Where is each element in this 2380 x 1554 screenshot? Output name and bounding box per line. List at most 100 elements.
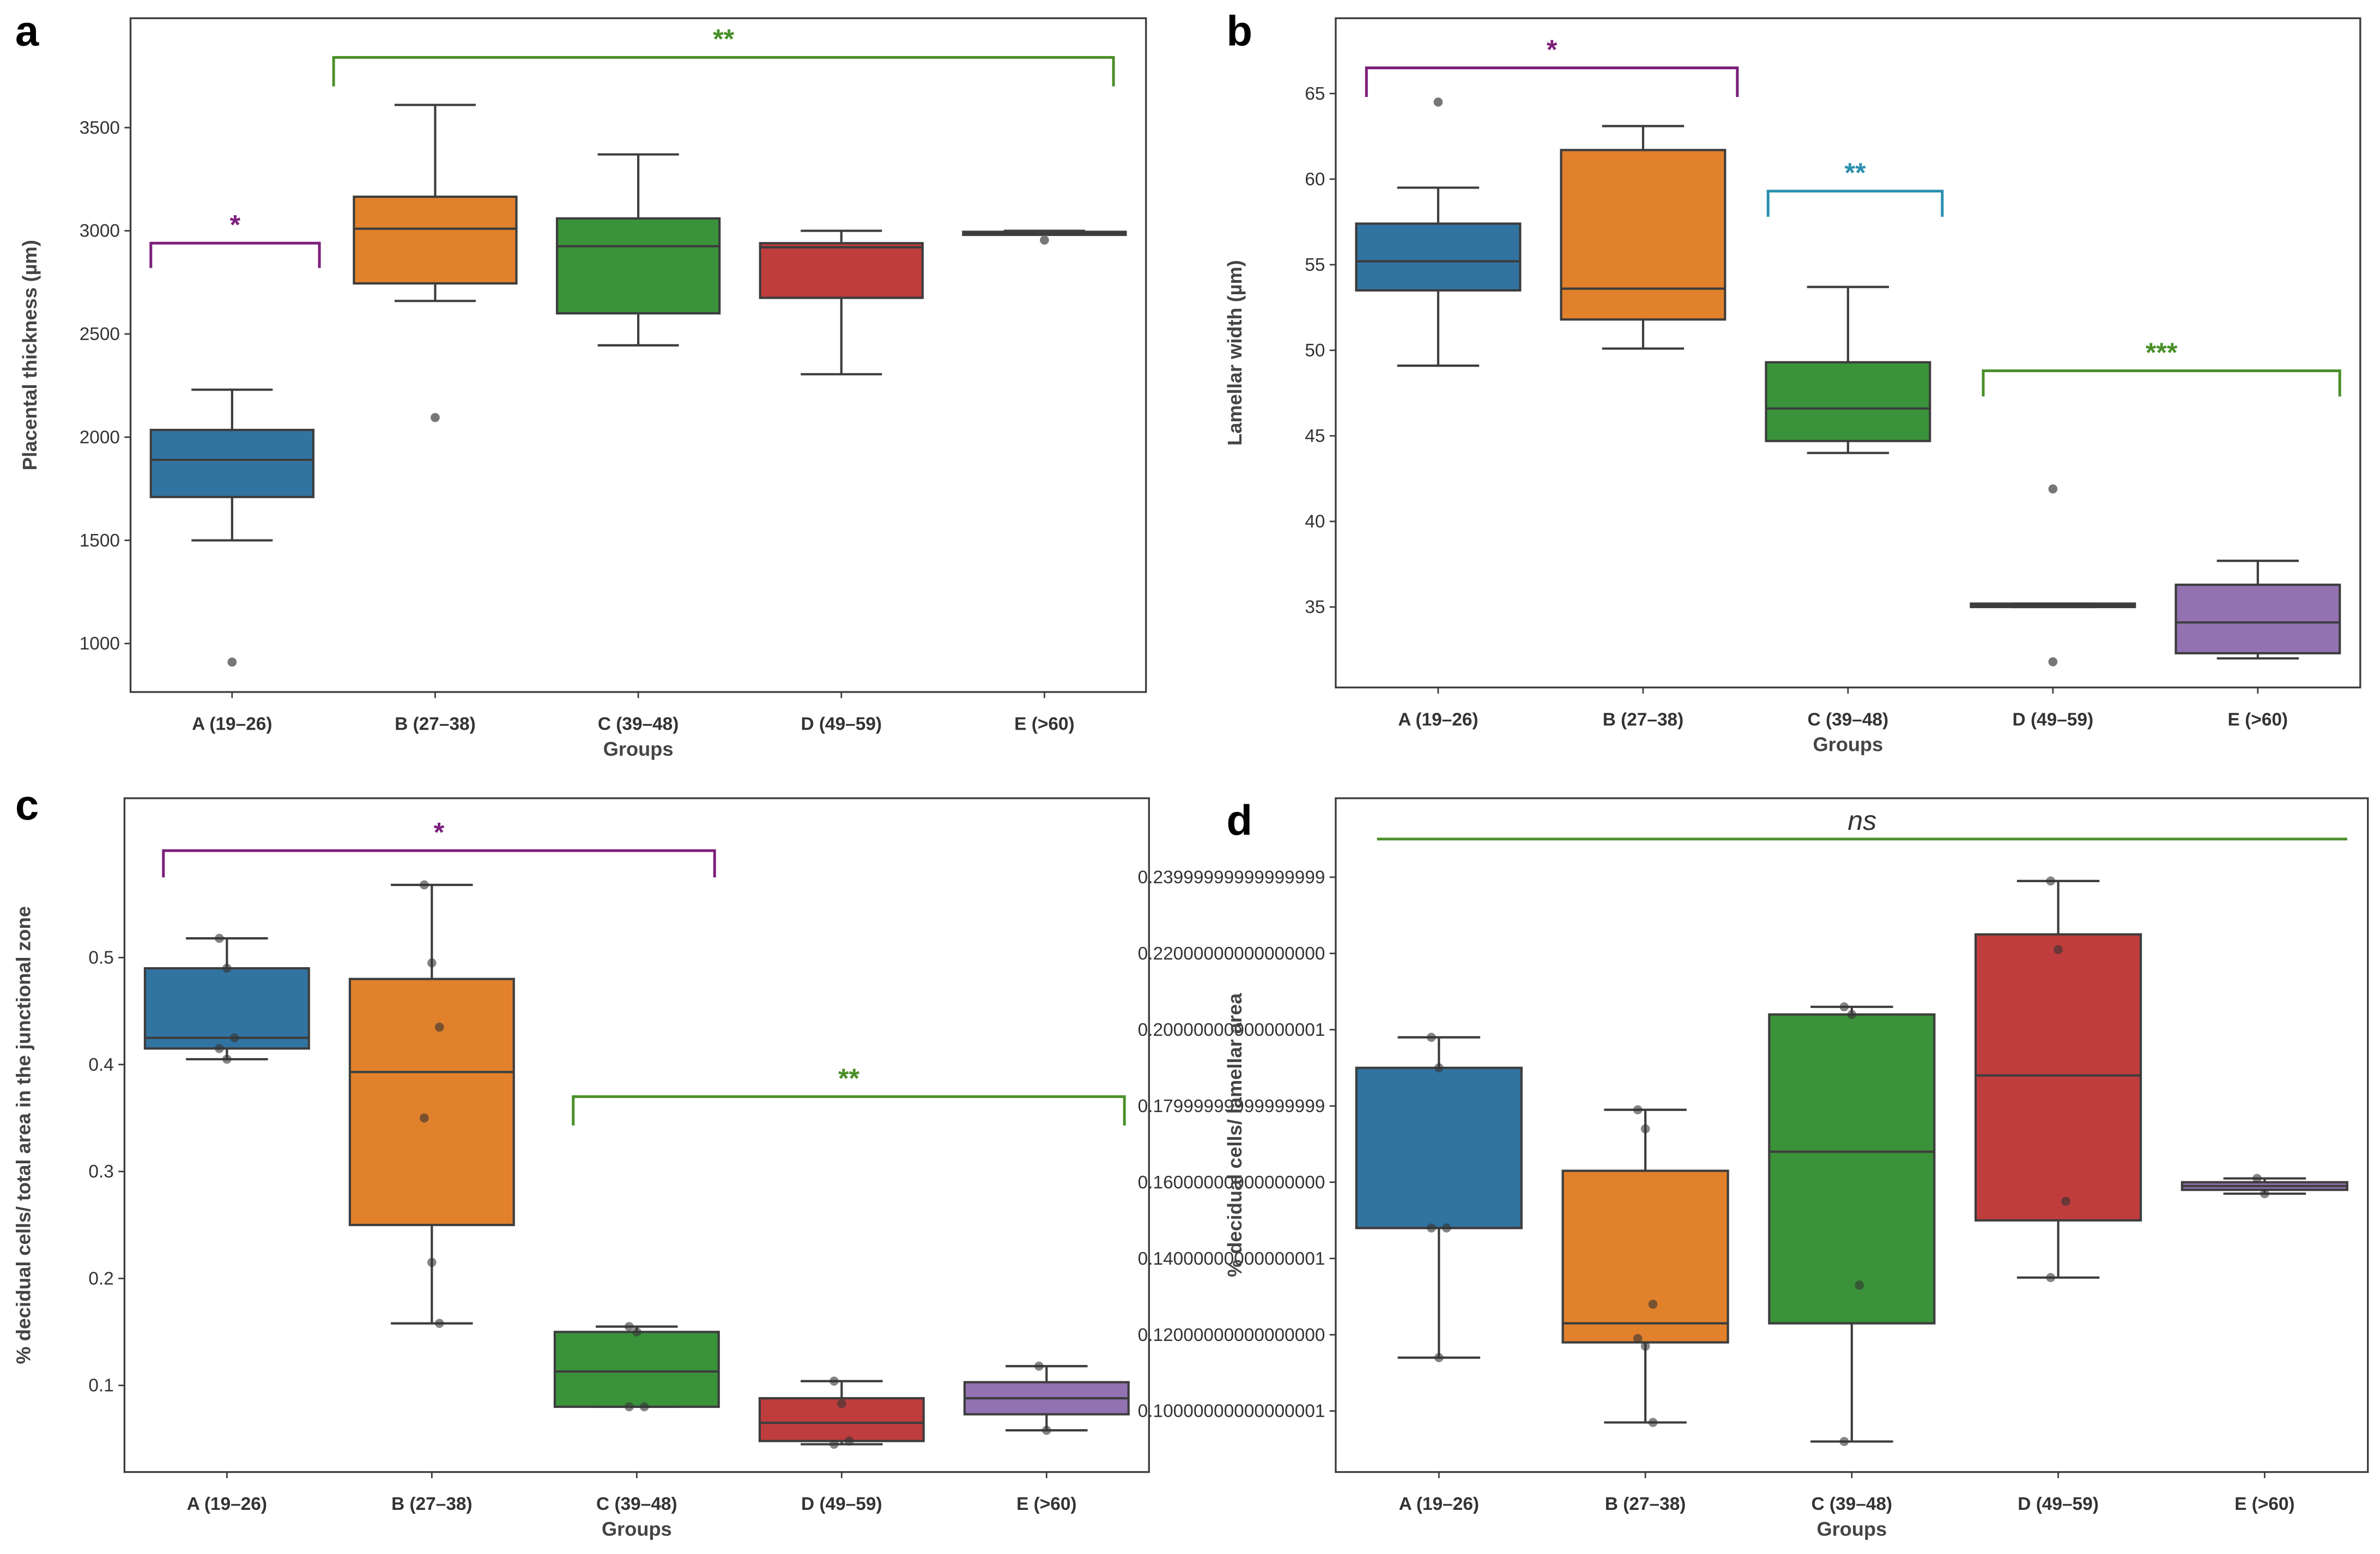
data-point xyxy=(1648,1418,1658,1427)
x-tick-label: B (27–38) xyxy=(1603,709,1684,730)
x-tick-label: E (>60) xyxy=(2228,709,2288,730)
x-tick-label: A (19–26) xyxy=(192,714,272,734)
y-tick-label: 2000 xyxy=(80,427,120,447)
box-2 xyxy=(553,1322,720,1412)
box-3 xyxy=(758,1376,925,1449)
data-point xyxy=(1434,1353,1444,1362)
y-tick-label: 0.20000000000000001 xyxy=(1138,1020,1325,1040)
y-tick-label: 0.17999999999999999 xyxy=(1138,1096,1325,1116)
panel-b: b 35 40 45 50 55 60 65 A (19–26) B (27–38) C (39–4… xyxy=(1224,7,2361,756)
data-point xyxy=(632,1327,641,1337)
y-axis-label: % decidual cells/ total area in the junc… xyxy=(13,906,35,1364)
data-point xyxy=(1640,1124,1650,1134)
y-tick-label: 0.14000000000000001 xyxy=(1138,1249,1325,1269)
data-point xyxy=(2252,1174,2262,1183)
box-3 xyxy=(759,229,924,375)
box-0 xyxy=(1355,98,1522,367)
panel-label: b xyxy=(1226,7,1252,55)
box-4 xyxy=(963,1361,1130,1435)
data-point xyxy=(1442,1223,1451,1233)
box-iqr xyxy=(1355,222,1522,292)
data-point xyxy=(222,1054,232,1064)
y-tick-label: 40 xyxy=(1305,512,1325,532)
y-tick-label: 65 xyxy=(1305,84,1325,104)
data-point xyxy=(2046,876,2055,886)
plot-frame xyxy=(123,797,1150,1473)
x-tick-label: C (39–48) xyxy=(1812,1494,1893,1514)
y-tick-label: 0.4 xyxy=(88,1055,113,1075)
significance-bracket xyxy=(162,849,716,878)
significance-label: ** xyxy=(713,24,735,54)
box-iqr xyxy=(2175,584,2341,654)
x-axis-label: Groups xyxy=(602,1518,672,1540)
panel-c: c 0.1 0.2 0.3 0.4 0.5 A (19–26) B (27–38) C (39–… xyxy=(13,781,1150,1540)
significance-bracket xyxy=(332,56,1115,87)
x-tick-label: D (49–59) xyxy=(801,714,882,734)
y-tick-label: 45 xyxy=(1305,426,1325,446)
y-axis-label: Placental thickness (µm) xyxy=(19,240,41,470)
box-iqr xyxy=(555,217,721,315)
x-tick-label: E (>60) xyxy=(2234,1494,2294,1514)
data-point xyxy=(829,1376,839,1386)
x-axis-label: Groups xyxy=(603,738,674,760)
x-axis-label: Groups xyxy=(1813,733,1883,756)
x-tick-label: B (27–38) xyxy=(395,714,476,734)
box-1 xyxy=(353,104,518,422)
box-iqr xyxy=(353,195,518,285)
panel-label: c xyxy=(15,781,39,829)
box-iqr xyxy=(1768,1013,1936,1325)
panel-a: a 1000 1500 2000 2500 3000 3500 A (19–26) B (27–… xyxy=(15,7,1147,760)
data-point xyxy=(434,1319,444,1328)
data-point xyxy=(222,963,232,973)
data-point xyxy=(1426,1033,1436,1042)
data-point xyxy=(2046,1273,2055,1283)
panel-d: d 0.10000000000000001 0.12000000000000000 0… xyxy=(1138,796,2369,1540)
y-tick-label: 0.10000000000000001 xyxy=(1138,1401,1325,1422)
significance-label: ** xyxy=(838,1063,860,1094)
x-tick-label: D (49–59) xyxy=(2018,1494,2099,1514)
box-3 xyxy=(1970,484,2136,666)
data-point xyxy=(1640,1341,1650,1351)
box-2 xyxy=(1768,1002,1936,1446)
y-tick-label: 0.5 xyxy=(88,948,113,968)
significance-bracket xyxy=(1365,66,1739,97)
significance-bracket xyxy=(572,1095,1126,1126)
data-point xyxy=(625,1402,634,1412)
y-tick-label: 3500 xyxy=(80,118,120,138)
significance-label: * xyxy=(1547,34,1558,65)
box-iqr xyxy=(553,1331,720,1408)
data-point xyxy=(1434,1063,1444,1073)
data-point xyxy=(1847,1010,1857,1019)
data-point xyxy=(420,1113,429,1123)
data-point xyxy=(215,933,224,943)
x-tick-label: E (>60) xyxy=(1014,714,1074,734)
outlier-point xyxy=(2048,657,2058,666)
box-iqr xyxy=(1560,149,1727,321)
significance-bracket xyxy=(1766,190,1944,217)
significance-label: * xyxy=(230,210,241,240)
data-point xyxy=(434,1022,444,1032)
x-tick-label: A (19–26) xyxy=(187,1494,267,1514)
data-point xyxy=(829,1440,839,1449)
data-point xyxy=(1839,1437,1849,1446)
data-point xyxy=(837,1399,846,1409)
box-4 xyxy=(2175,560,2341,660)
data-point xyxy=(427,1258,437,1267)
data-point xyxy=(420,880,429,890)
x-tick-label: A (19–26) xyxy=(1399,1494,1479,1514)
box-iqr xyxy=(348,978,515,1227)
data-point xyxy=(1648,1300,1658,1309)
box-0 xyxy=(1355,1033,1523,1362)
box-1 xyxy=(1561,1105,1729,1427)
significance-bracket xyxy=(149,241,321,268)
data-point xyxy=(2061,1197,2070,1206)
panel-label: d xyxy=(1226,796,1252,844)
data-point xyxy=(215,1043,224,1053)
outlier-point xyxy=(227,657,237,667)
box-iqr xyxy=(143,967,310,1050)
plot-frame xyxy=(1335,797,2369,1473)
x-tick-label: C (39–48) xyxy=(596,1494,677,1514)
y-tick-label: 3000 xyxy=(80,221,120,241)
box-iqr xyxy=(759,242,924,299)
